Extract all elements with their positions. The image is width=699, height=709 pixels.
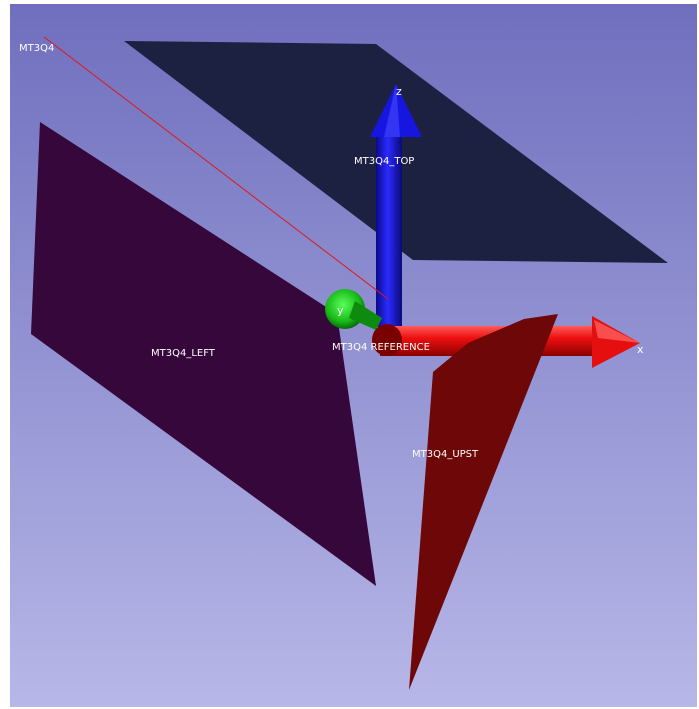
- plane-top-label: MT3Q4_TOP: [354, 156, 414, 167]
- reference-label: MT3Q4 REFERENCE: [332, 342, 430, 353]
- z-axis-arrow-highlight: [384, 84, 400, 137]
- z-axis-label: z: [396, 85, 402, 98]
- z-axis: [370, 84, 422, 327]
- z-axis-shaft: [376, 135, 402, 327]
- mt3q4-line[interactable]: [43, 36, 389, 300]
- y-axis-shaft: [349, 301, 382, 330]
- plane-upst[interactable]: [409, 314, 558, 690]
- y-axis-label: y: [337, 304, 344, 317]
- plane-left[interactable]: [31, 122, 376, 586]
- x-axis-label: x: [637, 343, 644, 356]
- line-label: MT3Q4: [19, 43, 54, 54]
- reference-origin: [372, 324, 402, 356]
- plane-upst-label: MT3Q4_UPST: [412, 449, 479, 460]
- x-axis-arrow-highlight: [594, 320, 640, 343]
- plane-left-label: MT3Q4_LEFT: [151, 348, 216, 359]
- y-axis: [325, 289, 382, 330]
